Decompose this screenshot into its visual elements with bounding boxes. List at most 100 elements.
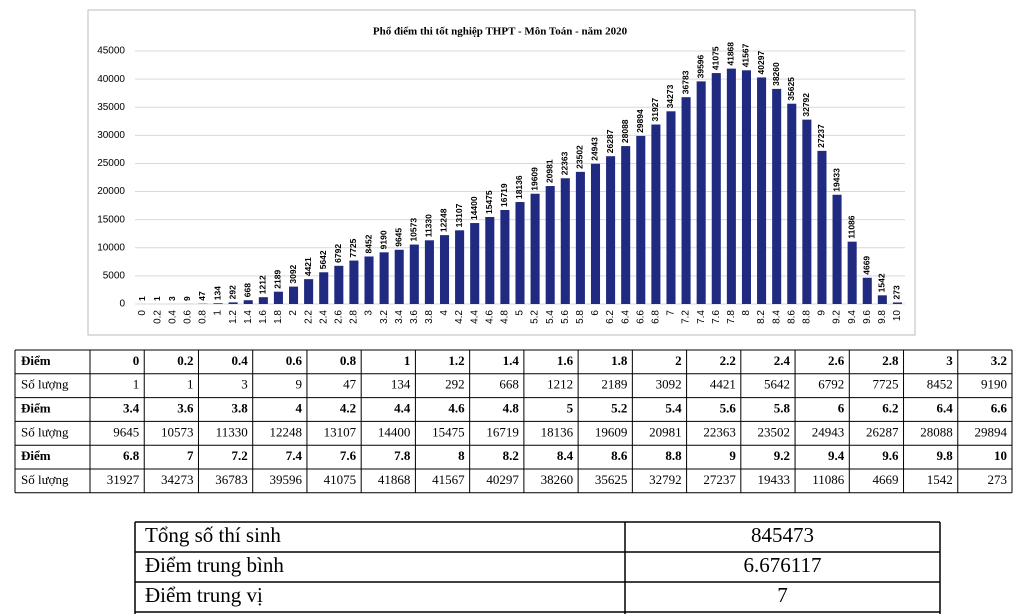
value-label: 6792 [333,244,343,263]
count-cell: 9 [295,377,302,392]
count-cell: 39596 [269,472,302,487]
value-label: 26287 [605,129,615,153]
value-label: 3092 [288,264,298,283]
bar [228,302,238,304]
value-label: 3 [167,296,177,301]
score-cell: 1.8 [611,353,628,368]
value-label: 668 [242,283,252,297]
x-tick-label: 7 [666,310,677,316]
x-tick-label: 3.2 [379,310,390,324]
bar [847,241,857,304]
count-cell: 5642 [764,377,790,392]
bar [681,97,691,304]
score-cell: 5 [567,400,574,415]
x-tick-label: 1.2 [228,310,239,324]
count-cell: 35625 [595,472,628,487]
count-cell: 2189 [601,377,627,392]
x-tick-label: 1.6 [258,310,269,324]
value-label: 1 [137,296,147,301]
row-label: Điểm [21,400,51,415]
bar [757,77,767,304]
x-tick-label: 5.6 [560,310,571,324]
value-label: 22363 [560,151,570,175]
value-label: 24943 [590,137,600,161]
score-cell: 9.6 [882,448,899,463]
score-cell: 1.6 [557,353,574,368]
row-label: Điểm [21,353,51,368]
row-label: Điểm [21,448,51,463]
score-cell: 9.8 [937,448,954,463]
bar [485,216,495,304]
count-cell: 8452 [927,377,953,392]
value-label: 134 [212,286,222,300]
score-cell: 0 [133,353,140,368]
count-cell: 29894 [975,424,1008,439]
value-label: 9645 [393,228,403,247]
x-tick-label: 0.2 [152,310,163,324]
score-cell: 10 [994,448,1007,463]
y-tick-label: 20000 [97,186,125,197]
count-cell: 1 [187,377,194,392]
count-cell: 134 [391,377,411,392]
count-cell: 9190 [981,377,1007,392]
count-cell: 1212 [547,377,573,392]
x-tick-label: 2.8 [349,310,360,324]
value-label: 9190 [378,230,388,249]
bar [651,124,661,304]
score-cell: 5.4 [665,400,682,415]
value-label: 34273 [665,84,675,108]
value-label: 41567 [741,43,751,67]
bar [575,171,585,304]
x-tick-label: 0.8 [198,310,209,324]
x-tick-label: 8.6 [786,310,797,324]
value-label: 292 [227,285,237,299]
count-cell: 18136 [541,424,574,439]
score-cell: 1 [404,353,411,368]
count-cell: 1 [133,377,140,392]
x-tick-label: 4.8 [500,310,511,324]
score-cell: 3.2 [991,353,1007,368]
score-cell: 3 [946,353,953,368]
score-cell: 8.6 [611,448,628,463]
count-cell: 27237 [703,472,736,487]
bar [862,277,872,304]
count-cell: 7725 [873,377,899,392]
bar [802,119,812,305]
score-cell: 8.4 [557,448,574,463]
value-label: 40297 [756,51,766,75]
bar [726,68,736,305]
value-label: 41868 [726,42,736,66]
count-cell: 14400 [378,424,411,439]
score-cell: 6.6 [991,400,1008,415]
bar [696,81,706,304]
x-tick-label: 9.2 [832,310,843,324]
x-tick-label: 0.4 [167,310,178,324]
bar [877,295,887,304]
bar [560,178,570,304]
x-tick-label: 7.6 [711,310,722,324]
score-cell: 2.8 [882,353,899,368]
value-label: 14400 [469,196,479,220]
x-tick-label: 6 [590,310,601,316]
x-tick-label: 2.6 [333,310,344,324]
value-label: 32792 [801,93,811,117]
x-tick-label: 4.6 [484,310,495,324]
value-label: 2189 [273,270,283,289]
row-label: Số lượng [21,424,69,439]
x-tick-label: 0.6 [182,310,193,324]
x-tick-label: 3.8 [424,310,435,324]
summary-label: Tổng số thí sinh [145,523,281,547]
bar [515,202,525,304]
value-label: 31927 [650,98,660,122]
count-cell: 292 [445,377,465,392]
value-label: 35625 [786,77,796,101]
bar [258,297,268,304]
value-label: 1 [152,296,162,301]
x-tick-label: 2.4 [318,310,329,324]
count-cell: 668 [499,377,519,392]
count-cell: 19433 [758,472,791,487]
count-cell: 41567 [432,472,465,487]
x-tick-label: 7.4 [696,310,707,324]
row-label: Số lượng [21,377,69,392]
score-cell: 0.2 [177,353,193,368]
